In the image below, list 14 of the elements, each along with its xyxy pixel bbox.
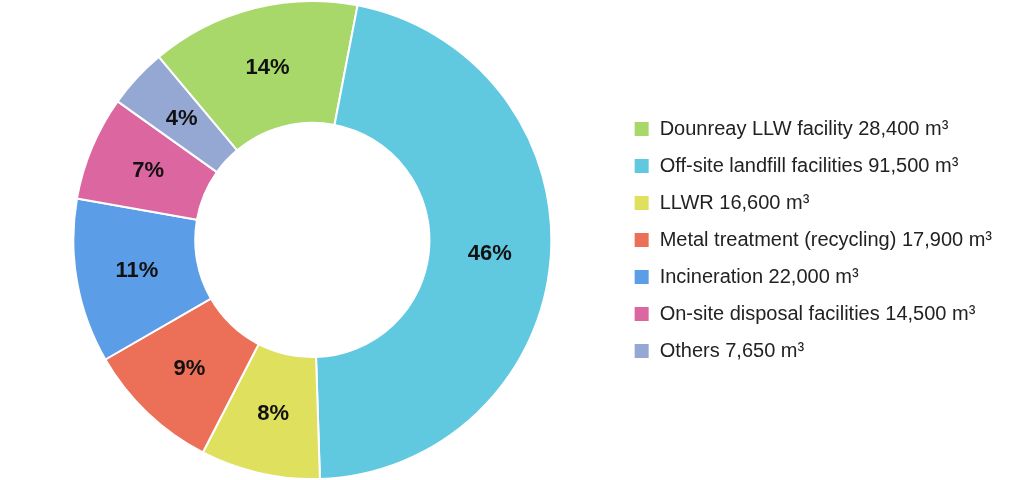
legend-label: Dounreay LLW facility 28,400 m³ bbox=[659, 116, 949, 139]
legend-label: Incineration 22,000 m³ bbox=[659, 264, 859, 287]
data-label: 7% bbox=[132, 157, 164, 183]
data-label: 46% bbox=[467, 240, 512, 266]
legend-label: On-site disposal facilities 14,500 m³ bbox=[659, 301, 976, 324]
data-label: 8% bbox=[257, 399, 289, 425]
legend-label: LLWR 16,600 m³ bbox=[659, 190, 810, 213]
legend-label: Metal treatment (recycling) 17,900 m³ bbox=[659, 227, 993, 250]
legend-label: Others 7,650 m³ bbox=[659, 338, 805, 361]
data-label: 9% bbox=[173, 354, 206, 380]
data-label: 14% bbox=[245, 53, 290, 79]
legend-label: Off-site landfill facilities 91,500 m³ bbox=[659, 153, 959, 176]
data-label: 11% bbox=[115, 256, 159, 282]
data-label: 4% bbox=[165, 105, 198, 131]
